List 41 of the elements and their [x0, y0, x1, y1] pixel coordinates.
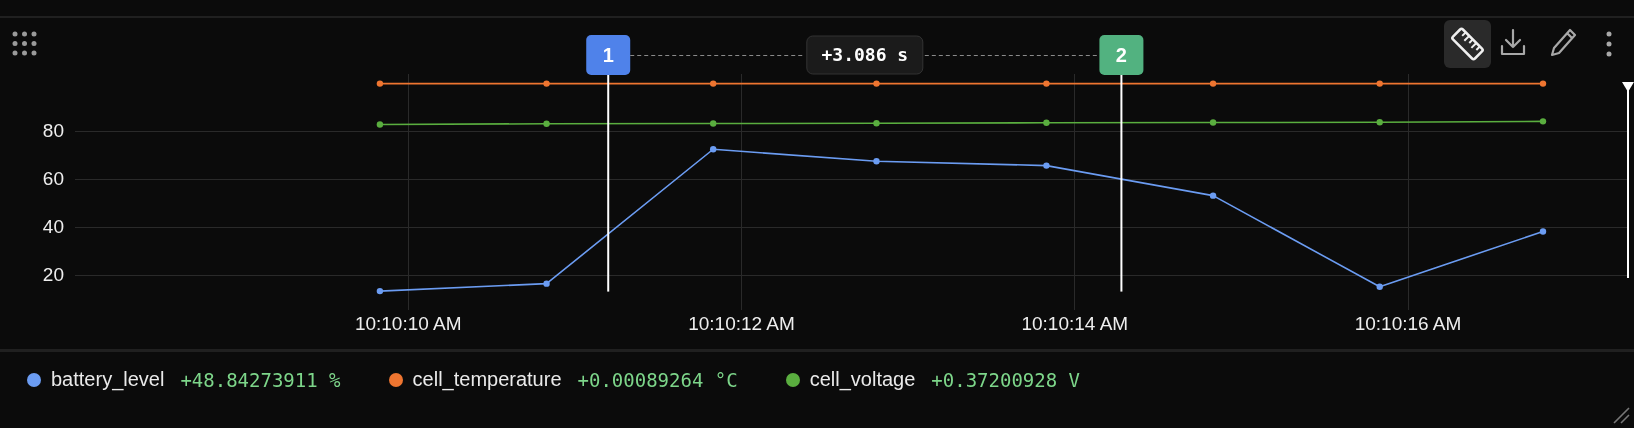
- point: [1376, 283, 1383, 290]
- y-tick-label: 40: [42, 216, 64, 238]
- text: 1: [602, 43, 614, 66]
- point: [1209, 192, 1217, 199]
- y-tick-label: 60: [42, 168, 64, 190]
- point: [1376, 80, 1383, 87]
- point: [543, 80, 550, 87]
- point: [1209, 119, 1217, 126]
- point: [1043, 80, 1050, 87]
- y-tick-label: 80: [42, 119, 64, 141]
- point: [873, 120, 880, 127]
- point: [1043, 162, 1050, 169]
- point: [1539, 80, 1547, 87]
- point: [376, 80, 384, 87]
- point: [1539, 118, 1547, 125]
- y-tick-label: 20: [42, 264, 64, 286]
- point: [710, 120, 717, 127]
- legend-label: cell_temperature: [412, 368, 562, 391]
- point: [1539, 228, 1547, 235]
- point: [376, 121, 384, 128]
- legend-label: cell_voltage: [809, 368, 916, 391]
- point: [710, 80, 717, 87]
- point: [1376, 119, 1383, 126]
- x-tick-label: 10:10:12 AM: [688, 313, 795, 335]
- point: [873, 80, 880, 87]
- text: +48.84273911 %: [180, 368, 341, 391]
- legend-label: battery_level: [51, 368, 165, 391]
- point: [376, 287, 384, 295]
- x-tick-label: 10:10:16 AM: [1354, 313, 1462, 335]
- point: [543, 120, 550, 127]
- point: [543, 280, 550, 287]
- text: +3.086 s: [821, 43, 909, 65]
- point: [1209, 80, 1217, 87]
- point: [873, 158, 880, 165]
- text: +0.00089264 °C: [577, 368, 738, 391]
- text: 2: [1115, 43, 1127, 66]
- point: [1043, 119, 1050, 126]
- point: [710, 146, 717, 153]
- x-tick-label: 10:10:14 AM: [1021, 313, 1129, 335]
- x-tick-label: 10:10:10 AM: [354, 313, 462, 335]
- text: +0.37200928 V: [931, 368, 1081, 391]
